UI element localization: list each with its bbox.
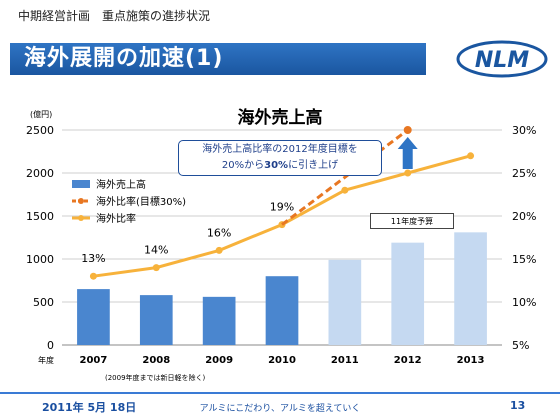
bar: [202, 296, 236, 345]
company-logo: NLM: [456, 40, 548, 78]
x-tick-label: 2010: [268, 355, 296, 366]
legend-marker-ratio: [78, 215, 84, 221]
target-point: [403, 126, 412, 134]
y-tick-label: 500: [33, 296, 54, 309]
ratio-data-label: 13%: [81, 252, 105, 265]
target-line: [281, 128, 409, 226]
up-arrow-icon: [402, 148, 413, 169]
x-tick-label: 2009: [205, 355, 233, 366]
x-tick-label: 2008: [142, 355, 170, 366]
ratio-point: [215, 246, 223, 254]
ratio-data-label: 19%: [270, 201, 294, 214]
annotation-line2: 20%から30%に引き上げ: [221, 160, 339, 171]
bar: [139, 295, 173, 345]
y2-tick-label: 10%: [512, 296, 536, 309]
page-subtitle: 中期経営計画 重点施策の進捗状況: [18, 9, 211, 23]
logo-ring-icon: [456, 40, 548, 78]
bar: [265, 276, 299, 345]
ratio-point: [152, 264, 160, 272]
forecast-label: 11年度予算: [370, 213, 454, 229]
footnote: (2009年度までは新日軽を除く): [105, 374, 206, 382]
up-arrow-head-icon: [397, 137, 418, 149]
page-title: 海外展開の加速(1): [10, 43, 426, 75]
y-tick-label: 2000: [26, 167, 54, 180]
logo-text: NLM: [475, 48, 529, 73]
x-tick-label: 2013: [457, 355, 485, 366]
ratio-point: [467, 152, 475, 160]
y-tick-label: 0: [47, 339, 54, 352]
legend-label: 海外比率(目標30%): [96, 195, 186, 208]
x-tick-label: 2011: [331, 355, 359, 366]
legend-label: 海外比率: [96, 212, 136, 225]
chart-title: 海外売上高: [237, 108, 323, 128]
bar: [454, 232, 487, 345]
x-tick-label: 2007: [80, 355, 108, 366]
y2-tick-label: 15%: [512, 253, 536, 266]
y-tick-label: 1000: [26, 253, 54, 266]
ratio-point: [341, 186, 349, 194]
legend-swatch-bars: [72, 180, 90, 188]
footer-date: 2011年 5月 18日: [42, 401, 137, 414]
ratio-point: [89, 272, 97, 280]
x-tick-label: 2012: [394, 355, 422, 366]
bar: [391, 242, 425, 345]
annotation-target-value: 30%: [264, 160, 289, 171]
bar: [328, 259, 362, 345]
y2-tick-label: 30%: [512, 124, 536, 137]
y2-tick-label: 20%: [512, 210, 536, 223]
legend-marker-target: [78, 198, 84, 204]
target-annotation: 海外売上高比率の2012年度目標を 20%から30%に引き上げ: [178, 140, 382, 176]
page-number: 13: [510, 399, 526, 412]
y2-tick-label: 25%: [512, 167, 536, 180]
footer-slogan: アルミにこだわり、アルミを超えていく: [199, 404, 361, 414]
ratio-data-label: 14%: [144, 244, 168, 257]
bar: [77, 289, 110, 345]
x-axis-label: 年度: [38, 355, 54, 365]
y-tick-label: 1500: [26, 210, 54, 223]
y-axis-unit: (億円): [30, 110, 53, 119]
ratio-point: [404, 169, 412, 177]
ratio-data-label: 16%: [207, 226, 231, 239]
footer-divider: [0, 392, 560, 394]
legend-label: 海外売上高: [96, 178, 146, 191]
y-tick-label: 2500: [26, 124, 54, 137]
y2-tick-label: 5%: [512, 339, 529, 352]
annotation-line1: 海外売上高比率の2012年度目標を: [202, 144, 358, 155]
